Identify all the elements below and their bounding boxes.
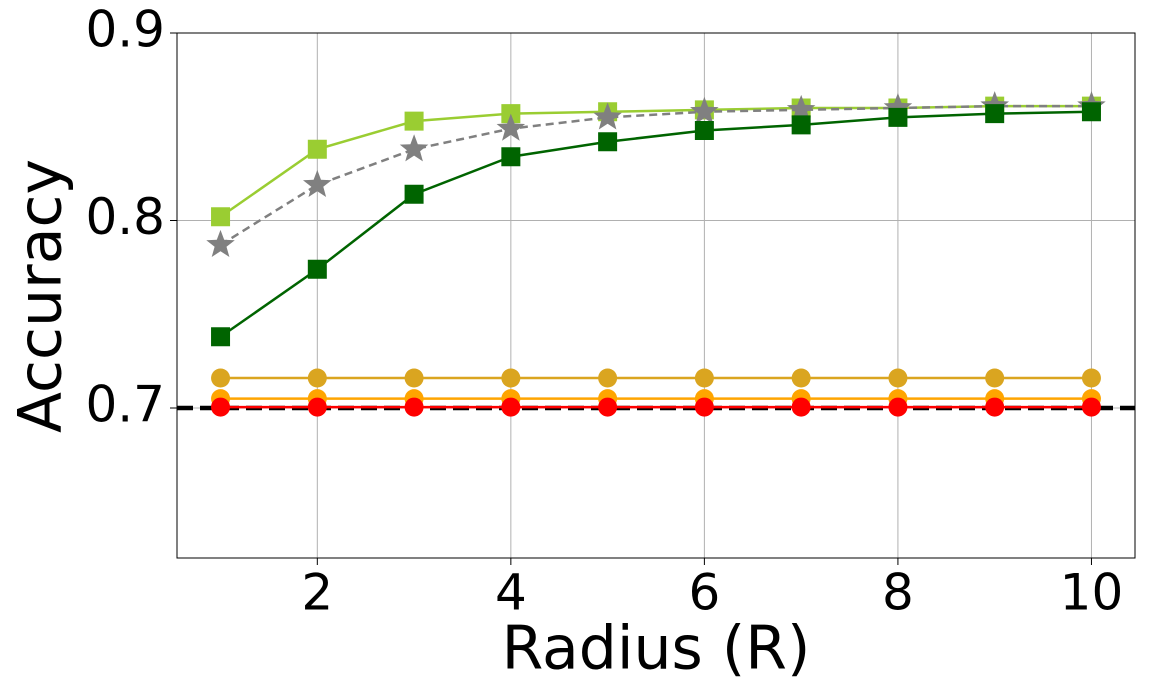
marker — [791, 368, 811, 388]
y-axis-label: Accuracy — [6, 159, 76, 433]
marker — [985, 104, 1005, 124]
marker — [888, 107, 908, 127]
marker — [883, 93, 913, 121]
series-line — [219, 104, 1092, 246]
x-tick-label: 4 — [495, 564, 527, 622]
marker — [1081, 397, 1101, 417]
marker — [786, 94, 816, 122]
marker — [404, 368, 424, 388]
marker — [598, 368, 618, 388]
y-tick-label: 0.9 — [85, 1, 165, 59]
marker — [598, 397, 618, 417]
marker — [496, 113, 526, 141]
marker — [211, 207, 231, 227]
marker — [307, 139, 327, 159]
marker — [791, 397, 811, 417]
marker — [888, 397, 908, 417]
marker — [404, 184, 424, 204]
marker — [404, 111, 424, 131]
x-tick-label: 2 — [301, 564, 333, 622]
marker — [211, 327, 231, 347]
marker — [211, 397, 231, 417]
series-line — [219, 110, 1092, 338]
x-tick-label: 8 — [882, 564, 914, 622]
marker — [791, 115, 811, 135]
marker — [593, 102, 622, 130]
marker — [985, 397, 1005, 417]
marker — [1081, 102, 1101, 122]
marker — [694, 397, 714, 417]
marker — [888, 368, 908, 388]
marker — [404, 397, 424, 417]
marker — [399, 134, 429, 162]
marker — [211, 368, 231, 388]
plot-frame — [176, 32, 1136, 559]
y-tick-label: 0.8 — [85, 188, 165, 246]
marker — [598, 132, 618, 152]
marker — [985, 368, 1005, 388]
marker — [501, 147, 521, 167]
marker — [307, 368, 327, 388]
marker — [694, 121, 714, 140]
series-line — [219, 104, 1092, 218]
marker — [307, 259, 327, 279]
marker — [303, 169, 332, 197]
marker — [206, 229, 235, 257]
marker — [690, 96, 719, 124]
y-tick-label: 0.7 — [85, 376, 165, 434]
x-tick-label: 6 — [688, 564, 720, 622]
marker — [694, 368, 714, 388]
marker — [307, 397, 327, 417]
x-axis-label: Radius (R) — [502, 614, 811, 684]
marker — [501, 104, 521, 124]
marker — [501, 397, 521, 417]
marker — [1081, 368, 1101, 388]
marker — [501, 368, 521, 388]
x-tick-label: 10 — [1060, 564, 1124, 622]
